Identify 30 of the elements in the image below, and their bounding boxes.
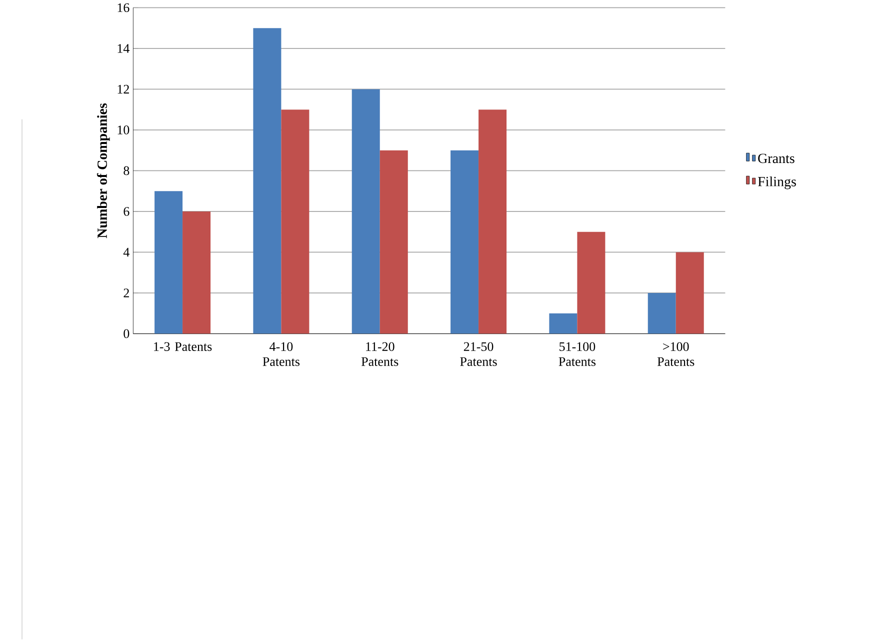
- bar: [648, 293, 676, 334]
- bar: [380, 150, 408, 334]
- y-tick-label: 6: [124, 207, 130, 216]
- bar: [549, 314, 578, 334]
- x-tick-label: 1-3 Patents: [154, 342, 212, 352]
- bar: [154, 191, 183, 334]
- bar: [577, 232, 606, 334]
- bar: [676, 252, 704, 334]
- y-tick-label: 14: [118, 44, 130, 53]
- x-tick-label: 51-100 Patents: [558, 342, 596, 366]
- legend-label: Filings: [758, 176, 796, 190]
- bar: [182, 212, 211, 334]
- x-tick-label: >100 Patents: [657, 342, 694, 366]
- bar: [253, 28, 282, 334]
- y-tick-label: 0: [124, 330, 130, 338]
- x-tick-label: 11-20 Patents: [361, 342, 398, 366]
- y-tick-label: 8: [124, 166, 130, 176]
- y-tick-label: 12: [118, 85, 129, 94]
- y-tick-label: 2: [124, 288, 129, 298]
- y-tick-label: 16: [118, 4, 130, 12]
- y-axis-title: Number of Companies: [96, 104, 110, 238]
- x-tick-label: 4-10 Patents: [262, 342, 300, 366]
- y-tick-label: 10: [118, 126, 130, 135]
- bar: [478, 110, 507, 334]
- bar: [352, 89, 380, 334]
- bar: [450, 150, 479, 334]
- y-tick-label: 4: [123, 248, 130, 257]
- x-tick-label: 21-50 Patents: [460, 342, 497, 366]
- legend-label: Grants: [758, 154, 794, 164]
- bar: [281, 110, 310, 334]
